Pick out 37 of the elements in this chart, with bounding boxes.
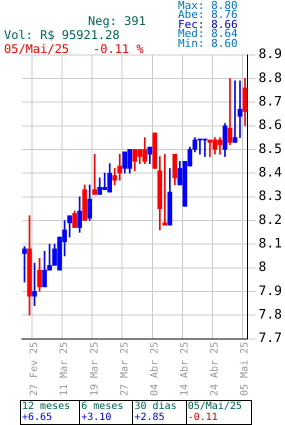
y-tick-label: 8.3 [258, 189, 282, 204]
y-tick-label: 8 [258, 260, 266, 276]
x-tick-label: 05 Mai 25 [240, 342, 251, 396]
y-tick-label: 7.9 [258, 284, 282, 299]
text: Min: 8.60 [178, 36, 238, 50]
y-tick-label: 8.4 [258, 166, 282, 181]
y-tick-label: 8.9 [258, 47, 282, 62]
candlestick [32, 262, 37, 306]
x-tick-label: 04 Abr 25 [149, 342, 160, 396]
annotation: -0.11 % [93, 42, 144, 56]
text: +6.65 [22, 412, 52, 423]
text: 30 dias [134, 401, 177, 412]
y-tick-label: 8.7 [258, 94, 282, 110]
x-tick-label: 14 Abr 25 [179, 342, 190, 396]
annotation: 05/Mai/25 [4, 42, 70, 56]
y-tick-label: 8.2 [258, 212, 282, 228]
candlestick [228, 78, 232, 146]
text: +3.10 [81, 412, 112, 423]
x-tick-label: 19 Mar 25 [89, 342, 100, 396]
text: 6 meses [81, 401, 124, 412]
x-tick-label: 27 Fev 25 [29, 342, 40, 396]
x-tick-label: 11 Mar 25 [59, 342, 70, 396]
text: Vol: R$ 95921.28 [4, 28, 120, 42]
y-tick-label: 8.8 [258, 70, 282, 86]
candlestick [22, 246, 27, 282]
x-tick-label: 24 Abr 25 [210, 342, 221, 396]
text: +2.85 [134, 412, 165, 423]
y-tick-label: 7.7 [258, 331, 282, 346]
y-tick-label: 7.8 [258, 308, 282, 323]
text: Neg: 391 [88, 14, 146, 28]
x-tick-label: 27 Mar 25 [119, 342, 130, 396]
text: 05/Mai/25 [188, 401, 242, 412]
text: 12 meses [22, 401, 70, 412]
y-tick-label: 8.6 [258, 118, 282, 134]
y-tick-label: 8.1 [258, 236, 282, 252]
text: -0.11 [188, 412, 218, 423]
y-tick-label: 8.5 [258, 142, 282, 157]
